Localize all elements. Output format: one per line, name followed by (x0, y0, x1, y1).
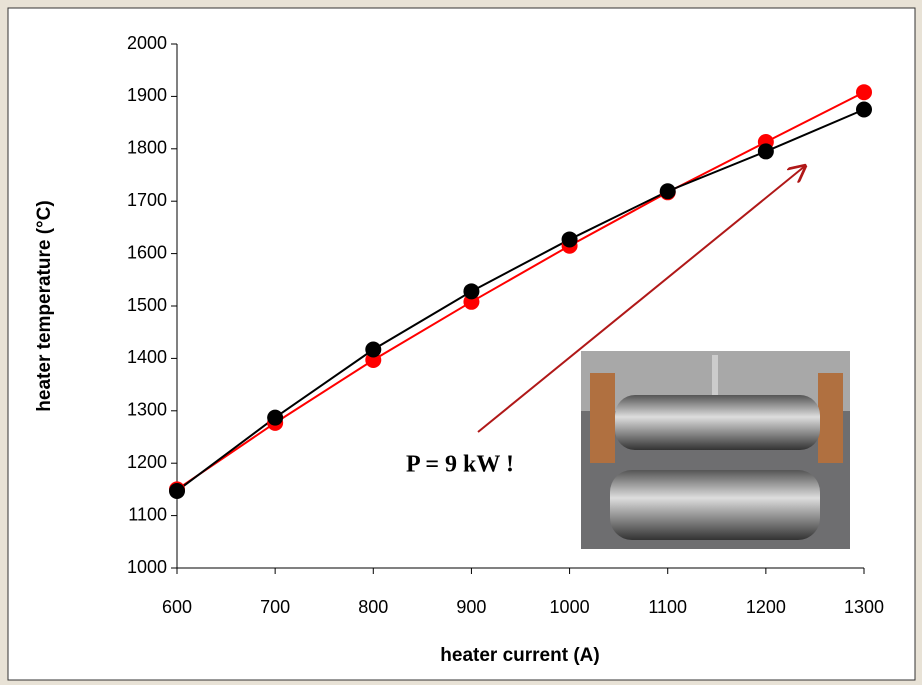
data-point (169, 483, 185, 499)
y-tick-label: 2000 (127, 33, 167, 53)
data-point (856, 84, 872, 100)
data-point (463, 283, 479, 299)
data-point (660, 183, 676, 199)
y-tick-label: 1300 (127, 400, 167, 420)
x-tick-label: 900 (456, 597, 486, 617)
x-axis-label: heater current (A) (440, 645, 599, 666)
data-point (562, 231, 578, 247)
data-point (856, 102, 872, 118)
y-tick-label: 1500 (127, 295, 167, 315)
x-tick-label: 1200 (746, 597, 786, 617)
y-axis-label: heater temperature (°C) (34, 200, 55, 411)
y-tick-label: 1100 (128, 504, 167, 524)
y-tick-label: 1800 (127, 138, 167, 158)
chart: heater current (A) heater temperature (°… (0, 0, 922, 685)
data-point (365, 341, 381, 357)
chart-frame (8, 8, 915, 680)
y-tick-label: 1000 (127, 557, 167, 577)
x-tick-label: 800 (358, 597, 388, 617)
x-tick-label: 700 (260, 597, 290, 617)
x-tick-label: 1100 (648, 597, 687, 617)
y-tick-label: 1900 (127, 85, 167, 105)
y-tick-label: 1600 (127, 242, 167, 262)
y-tick-label: 1700 (127, 190, 167, 210)
y-tick-label: 1200 (127, 452, 167, 472)
data-point (758, 143, 774, 159)
x-tick-label: 1000 (550, 597, 590, 617)
y-tick-label: 1400 (127, 347, 167, 367)
x-tick-label: 1300 (844, 597, 884, 617)
photo-inset (581, 351, 850, 549)
annotation: P = 9 kW ! (406, 452, 514, 478)
data-point (267, 410, 283, 426)
x-tick-label: 600 (162, 597, 192, 617)
